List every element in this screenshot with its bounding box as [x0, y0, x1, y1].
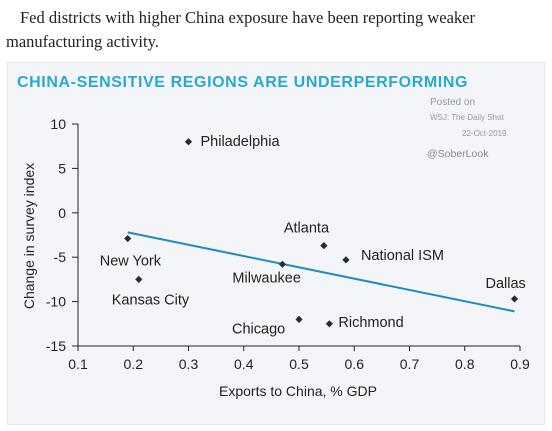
source-date: 22-Oct-2019 — [462, 129, 507, 138]
y-tick-label: 5 — [58, 160, 66, 176]
y-tick-label: -15 — [46, 338, 66, 354]
chart-caption: Fed districts with higher China exposure… — [6, 8, 475, 51]
source-posted-on: Posted on — [430, 97, 475, 108]
y-tick-label: -5 — [54, 249, 67, 265]
point-label: New York — [100, 254, 162, 270]
y-axis-label: Change in survey index — [21, 163, 37, 309]
data-point — [320, 242, 328, 250]
data-point — [184, 138, 193, 146]
point-label: National ISM — [361, 248, 444, 264]
point-label: Kansas City — [112, 292, 190, 308]
point-label: Atlanta — [284, 221, 330, 237]
x-axis-label: Exports to China, % GDP — [219, 383, 377, 399]
x-tick-label: 0.2 — [124, 356, 144, 372]
x-tick-label: 0.8 — [455, 356, 475, 372]
chart-title: CHINA-SENSITIVE REGIONS ARE UNDERPERFORM… — [17, 74, 468, 91]
chart-panel — [7, 62, 545, 425]
x-tick-label: 0.6 — [345, 356, 365, 372]
y-tick-label: -10 — [46, 294, 66, 310]
x-tick-label: 0.5 — [289, 356, 309, 372]
data-point — [510, 295, 519, 303]
data-point — [135, 275, 143, 283]
data-point — [342, 256, 350, 264]
data-point — [124, 234, 132, 243]
source-outlet: WSJ: The Daily Shot — [430, 113, 504, 122]
x-tick-label: 0.4 — [234, 356, 254, 372]
x-tick-label: 0.1 — [68, 356, 88, 372]
x-tick-label: 0.3 — [179, 356, 199, 372]
x-tick-label: 0.7 — [400, 356, 420, 372]
point-label: Milwaukee — [232, 270, 300, 286]
point-label: Chicago — [232, 321, 285, 337]
data-point — [278, 260, 287, 268]
y-tick-label: 0 — [58, 205, 66, 221]
trend-line — [127, 231, 515, 313]
data-point — [295, 315, 303, 323]
data-point — [325, 320, 333, 328]
point-label: Richmond — [338, 315, 403, 331]
y-tick-label: 10 — [50, 116, 66, 132]
source-handle: @SoberLook — [427, 148, 489, 160]
x-tick-label: 0.9 — [510, 356, 530, 372]
point-label: Dallas — [485, 276, 525, 292]
point-label: Philadelphia — [201, 134, 281, 150]
